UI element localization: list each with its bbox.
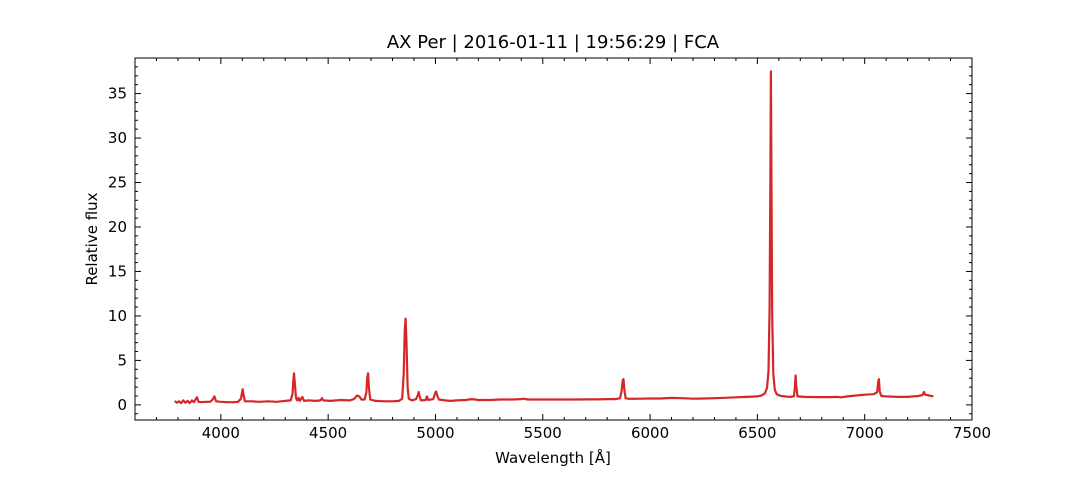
x-tick-label: 5500 [524, 424, 562, 442]
x-tick-label: 5000 [416, 424, 454, 442]
y-tick-label: 35 [108, 85, 127, 103]
axis-ticks [134, 57, 973, 420]
x-axis-label: Wavelength [Å] [495, 448, 611, 467]
plot-frame [134, 57, 973, 421]
y-tick-label: 10 [108, 307, 127, 325]
y-tick-label: 0 [117, 396, 127, 414]
tick-labels: 4000 4500 5000 5500 6000 6500 7000 7500 0 5 10 15 20… [108, 85, 991, 442]
y-tick-label: 30 [108, 129, 127, 147]
y-tick-label: 25 [108, 174, 127, 192]
x-tick-label: 7500 [953, 424, 991, 442]
x-tick-label: 7000 [846, 424, 884, 442]
y-tick-label: 5 [117, 351, 127, 369]
y-tick-label: 20 [108, 218, 127, 236]
chart-title: AX Per | 2016-01-11 | 19:56:29 | FCA [387, 32, 720, 53]
x-tick-label: 4000 [202, 424, 240, 442]
x-tick-label: 6000 [631, 424, 669, 442]
y-axis-label: Relative flux [83, 192, 101, 285]
x-tick-label: 4500 [309, 424, 347, 442]
y-tick-label: 15 [108, 262, 127, 280]
x-tick-label: 6500 [738, 424, 776, 442]
spectrum-line [173, 70, 934, 405]
